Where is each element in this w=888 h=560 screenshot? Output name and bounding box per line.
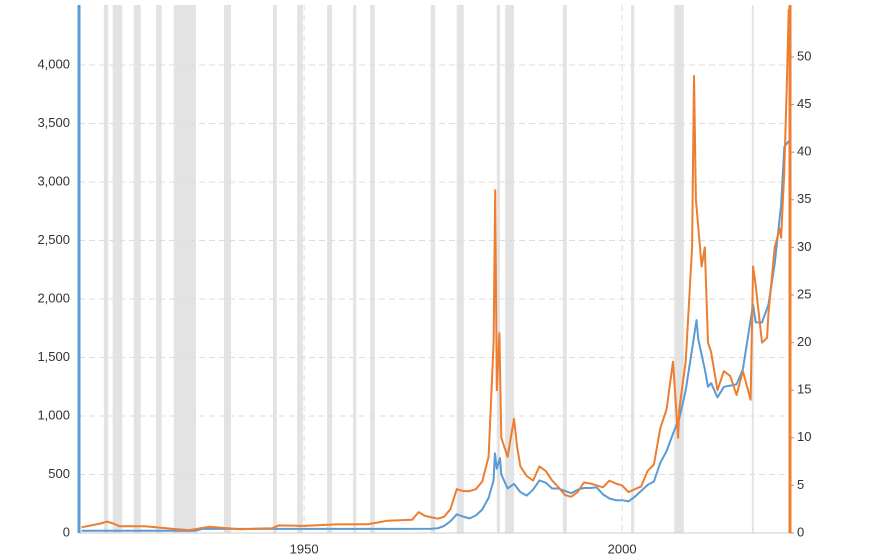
recession-band (631, 5, 635, 533)
recession-band (370, 5, 375, 533)
y2-tick-label: 10 (797, 429, 811, 444)
recession-band (155, 5, 162, 533)
recession-band (456, 5, 464, 533)
y-tick-label: 4,000 (37, 56, 70, 71)
y-tick-label: 0 (63, 524, 70, 539)
recession-band (103, 5, 109, 533)
y2-tick-label: 40 (797, 144, 811, 159)
series-line (81, 140, 790, 532)
y2-tick-label: 5 (797, 477, 804, 492)
recession-band (133, 5, 141, 533)
y-tick-label: 1,000 (37, 407, 70, 422)
recession-band (223, 5, 231, 533)
recession-band (496, 5, 501, 533)
x-tick-label: 2000 (608, 541, 637, 556)
y-tick-label: 3,500 (37, 115, 70, 130)
recession-band (112, 5, 123, 533)
series-line (81, 9, 790, 532)
y2-tick-label: 45 (797, 96, 811, 111)
y2-tick-label: 25 (797, 286, 811, 301)
recession-band (327, 5, 333, 533)
y2-tick-label: 50 (797, 48, 811, 63)
recession-band (562, 5, 567, 533)
y2-tick-label: 20 (797, 334, 811, 349)
y2-tick-label: 30 (797, 239, 811, 254)
y-tick-label: 2,500 (37, 232, 70, 247)
y-tick-label: 3,000 (37, 173, 70, 188)
recession-band (173, 5, 197, 533)
y2-tick-label: 15 (797, 382, 811, 397)
recession-band (353, 5, 357, 533)
y-tick-label: 1,500 (37, 349, 70, 364)
x-tick-label: 1950 (290, 541, 319, 556)
recession-band (430, 5, 436, 533)
recession-band (674, 5, 684, 533)
recession-band (297, 5, 303, 533)
recession-band (272, 5, 277, 533)
y2-tick-label: 35 (797, 191, 811, 206)
y2-tick-label: 0 (797, 524, 804, 539)
y-tick-label: 2,000 (37, 290, 70, 305)
y-tick-label: 500 (48, 466, 70, 481)
recession-band (505, 5, 514, 533)
